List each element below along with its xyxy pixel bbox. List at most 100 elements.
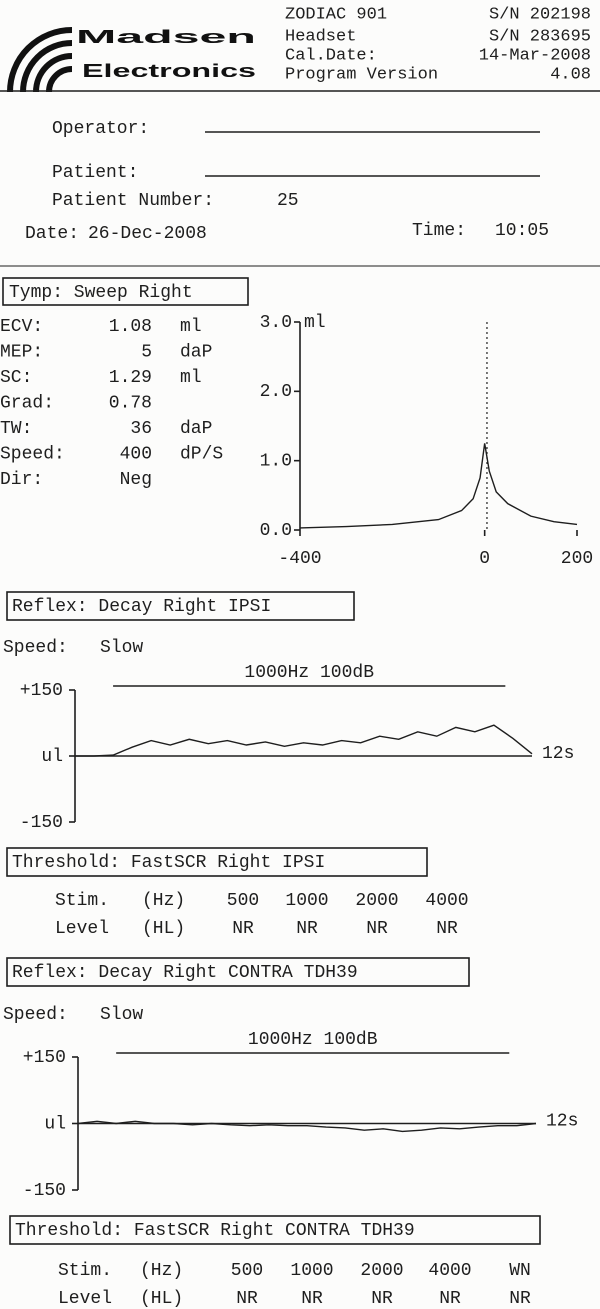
x-tick-label: 200 [561, 549, 593, 569]
table-cell: (HL) [140, 1289, 183, 1309]
y-tick-label: 1.0 [260, 451, 292, 471]
table-cell: 1000 [285, 891, 328, 911]
date-label: Date: [25, 224, 79, 244]
title-box [9, 1215, 541, 1245]
table-cell: WN [509, 1261, 531, 1281]
operator-label: Operator: [52, 119, 149, 139]
y-tick-label: 3.0 [260, 313, 292, 333]
y-tick-label: ul [41, 747, 63, 767]
table-cell: NR [366, 919, 388, 939]
date: 26-Dec-2008 [88, 224, 207, 244]
title-box [6, 591, 355, 621]
header-value: 4.08 [550, 65, 591, 84]
table-cell: Stim. [58, 1261, 112, 1281]
measure-label: SC: [0, 368, 32, 388]
measure-label: TW: [0, 419, 32, 439]
y-tick-label: 2.0 [260, 382, 292, 402]
section-title: Threshold: FastSCR Right CONTRA TDH39 [15, 1221, 415, 1241]
table-cell: 500 [227, 891, 259, 911]
measure-unit: daP [180, 342, 212, 362]
measure-value: 1.29 [109, 368, 152, 388]
section-title: Threshold: FastSCR Right IPSI [12, 853, 325, 873]
speed-label: Speed: [3, 638, 68, 658]
section-title: Reflex: Decay Right CONTRA TDH39 [12, 963, 358, 983]
table-cell: Stim. [55, 891, 109, 911]
section-title: Tymp: Sweep Right [9, 283, 193, 303]
time-label: Time: [412, 221, 466, 241]
brand-sub: Electronics [82, 61, 256, 81]
patient-label: Patient: [52, 163, 138, 183]
y-tick-label: ul [44, 1114, 66, 1134]
header-label: Program Version [285, 65, 438, 84]
speed: Slow [100, 638, 143, 658]
table-cell: 4000 [425, 891, 468, 911]
measure-label: Dir: [0, 470, 43, 490]
trace [77, 1120, 537, 1133]
header-value: S/N 283695 [489, 27, 591, 46]
speed: Slow [100, 1005, 143, 1025]
measure-value: Neg [120, 470, 152, 490]
table-cell: NR [301, 1289, 323, 1309]
table-cell: Level [55, 919, 109, 939]
table-cell: NR [439, 1289, 461, 1309]
table-cell: NR [232, 919, 254, 939]
measure-value: 0.78 [109, 393, 152, 413]
table-cell: 2000 [355, 891, 398, 911]
header-label: Headset [285, 27, 356, 46]
title-box [6, 847, 428, 877]
measure-label: ECV: [0, 317, 43, 337]
stimulus-label: 1000Hz 100dB [244, 663, 374, 683]
title-box [2, 277, 249, 306]
y-tick-label: -150 [20, 813, 63, 833]
trace [299, 443, 578, 529]
x-tick-label: 12s [546, 1111, 578, 1131]
title-box [6, 957, 470, 987]
x-tick-label: 12s [542, 744, 574, 764]
measure-label: MEP: [0, 342, 43, 362]
y-tick-label: +150 [23, 1048, 66, 1068]
y-tick-label: +150 [20, 681, 63, 701]
measure-unit: ml [180, 317, 202, 337]
brand: Madsen [76, 27, 256, 47]
measure-unit: daP [180, 419, 212, 439]
measure-value: 1.08 [109, 317, 152, 337]
y-tick-label: 0.0 [260, 521, 292, 541]
measure-value: 5 [141, 342, 152, 362]
table-cell: Level [58, 1289, 112, 1309]
patient-number-label: Patient Number: [52, 191, 214, 211]
table-cell: NR [236, 1289, 258, 1309]
table-cell: 500 [231, 1261, 263, 1281]
table-cell: 4000 [428, 1261, 471, 1281]
stimulus-label: 1000Hz 100dB [248, 1030, 378, 1050]
measure-label: Grad: [0, 393, 54, 413]
table-cell: (Hz) [140, 1261, 183, 1281]
section-title: Reflex: Decay Right IPSI [12, 597, 271, 617]
header-label: Cal.Date: [285, 46, 377, 65]
measure-value: 36 [130, 419, 152, 439]
y-unit: ml [304, 313, 326, 333]
measure-unit: ml [180, 368, 202, 388]
x-tick-label: -400 [278, 549, 321, 569]
measure-unit: dP/S [180, 444, 223, 464]
x-tick-label: 0 [479, 549, 490, 569]
trace [75, 724, 533, 757]
table-cell: NR [436, 919, 458, 939]
table-cell: (Hz) [142, 891, 185, 911]
table-cell: NR [296, 919, 318, 939]
logo-arcs [7, 27, 73, 93]
header-value: S/N 202198 [489, 5, 591, 24]
time: 10:05 [495, 221, 549, 241]
y-tick-label: -150 [23, 1181, 66, 1201]
measure-label: Speed: [0, 444, 65, 464]
speed-label: Speed: [3, 1005, 68, 1025]
table-cell: (HL) [142, 919, 185, 939]
measure-value: 400 [120, 444, 152, 464]
header-value: 14-Mar-2008 [479, 46, 591, 65]
table-cell: 1000 [290, 1261, 333, 1281]
table-cell: NR [509, 1289, 531, 1309]
patient-number: 25 [277, 191, 299, 211]
table-cell: 2000 [360, 1261, 403, 1281]
table-cell: NR [371, 1289, 393, 1309]
header-label: ZODIAC 901 [285, 5, 387, 24]
